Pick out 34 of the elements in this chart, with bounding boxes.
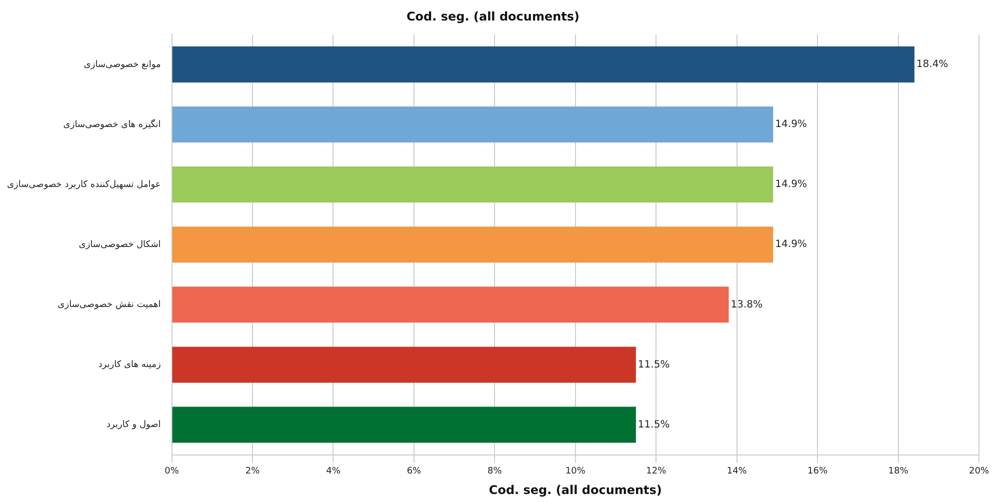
chart-title: Cod. seg. (all documents) bbox=[406, 9, 580, 24]
x-tick-label: 6% bbox=[406, 466, 422, 477]
data-label: 11.5% bbox=[638, 419, 670, 430]
bar bbox=[172, 346, 636, 383]
bar bbox=[172, 406, 636, 443]
data-label: 18.4% bbox=[916, 59, 948, 70]
data-label: 13.8% bbox=[730, 299, 763, 310]
y-tick-label: اشکال خصوصی‌سازی bbox=[78, 240, 161, 250]
x-tick-label: 20% bbox=[968, 466, 990, 477]
data-label: 14.9% bbox=[775, 119, 807, 130]
y-tick-label: اهمیت نقش خصوصی‌سازی bbox=[58, 300, 161, 310]
y-tick-label: انگیزه های خصوصی‌سازی bbox=[63, 118, 161, 130]
x-tick-label: 0% bbox=[164, 466, 180, 477]
x-tick-label: 4% bbox=[326, 466, 341, 477]
x-tick-label: 12% bbox=[646, 466, 667, 477]
bar bbox=[172, 106, 774, 143]
bar bbox=[172, 286, 729, 323]
bar bbox=[172, 166, 774, 203]
x-tick-label: 8% bbox=[488, 466, 502, 477]
y-tick-label: اصول و کاربرد bbox=[106, 420, 161, 430]
data-label: 14.9% bbox=[775, 239, 807, 250]
x-tick-label: 2% bbox=[245, 466, 260, 477]
bar bbox=[172, 46, 914, 82]
data-label: 11.5% bbox=[638, 359, 670, 370]
x-tick-label: 10% bbox=[565, 466, 586, 477]
y-tick-label: موانع خصوصی‌سازی bbox=[84, 60, 161, 70]
x-tick-label: 18% bbox=[888, 466, 909, 477]
x-tick-label: 16% bbox=[808, 466, 828, 477]
y-tick-label: زمینه های کاربرد bbox=[98, 360, 161, 370]
data-label: 14.9% bbox=[775, 179, 807, 190]
x-tick-label: 14% bbox=[726, 466, 748, 477]
bar bbox=[172, 226, 774, 263]
x-axis-title: Cod. seg. (all documents) bbox=[488, 482, 662, 497]
y-tick-label: عوامل تسهیل‌کننده کاربرد خصوصی‌سازی bbox=[6, 180, 161, 190]
